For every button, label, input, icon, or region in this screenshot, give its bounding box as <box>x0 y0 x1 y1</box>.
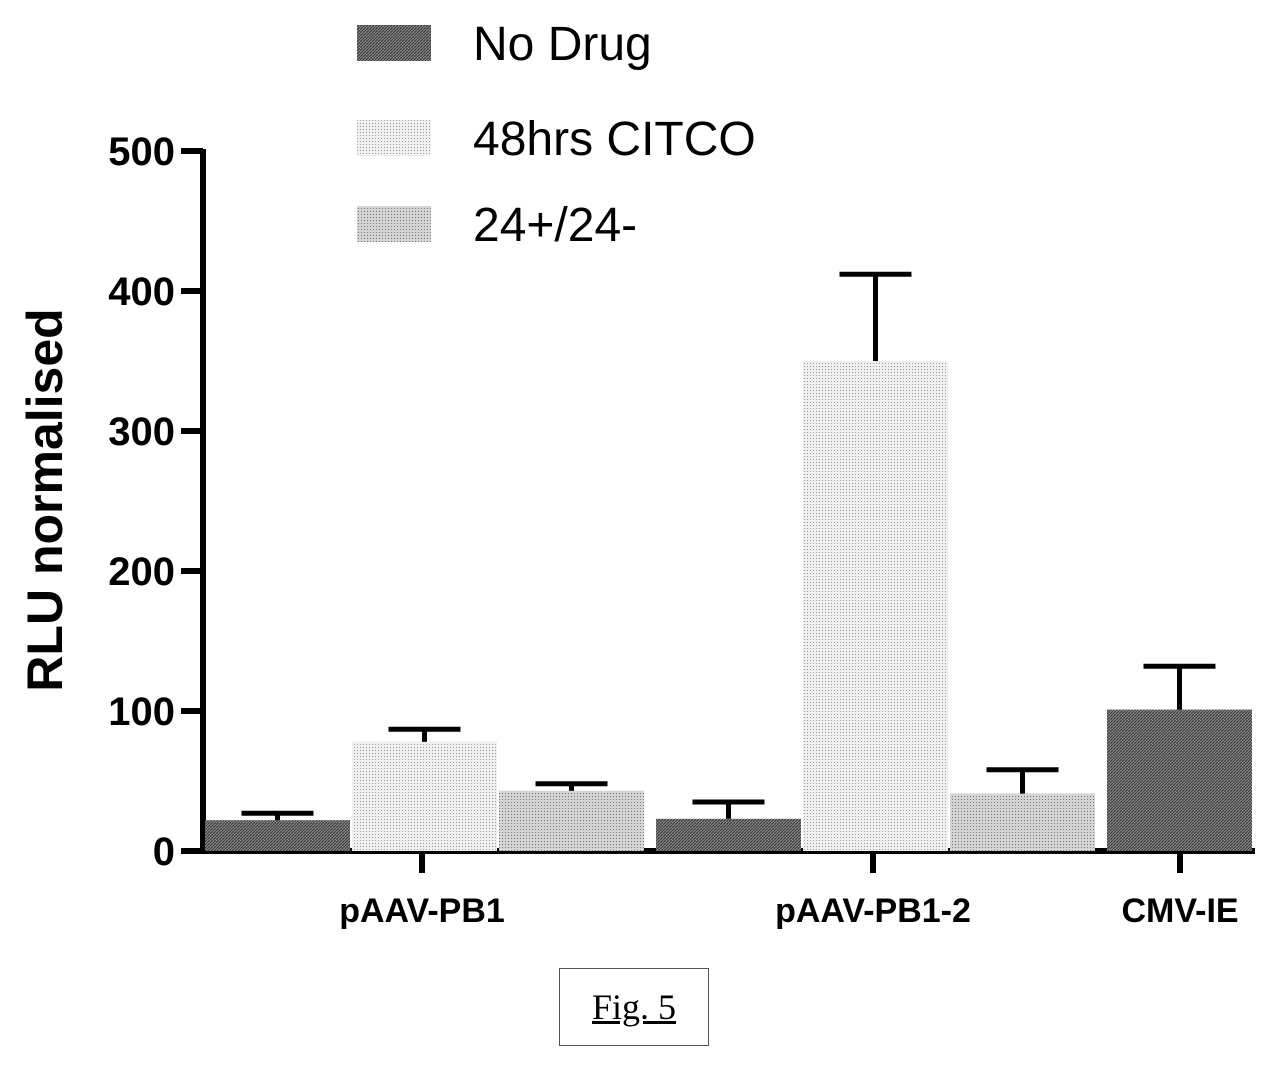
y-tick-label: 500 <box>108 130 175 174</box>
bar-no-drug-paav-pb1-2 <box>656 818 801 851</box>
legend-swatch <box>357 120 431 156</box>
y-axis-label: RLU normalised <box>17 308 73 691</box>
legend-label: 48hrs CITCO <box>473 113 756 166</box>
y-tick-label: 300 <box>108 410 175 454</box>
legend-label: No Drug <box>473 18 652 71</box>
y-tick-label: 0 <box>153 830 175 874</box>
bar-24-24--paav-pb1-2 <box>950 793 1095 851</box>
bar-48hrs-citco-paav-pb1-2 <box>803 361 948 851</box>
x-tick-label: pAAV-PB1 <box>339 892 505 930</box>
error-bars <box>241 271 1216 821</box>
legend-swatch <box>357 25 431 61</box>
figure-caption: Fig. 5 <box>559 968 709 1046</box>
y-tick-label: 200 <box>108 550 175 594</box>
legend-label: 24+/24- <box>473 199 637 252</box>
legend-swatch <box>357 206 431 242</box>
category-labels: pAAV-PB1 pAAV-PB1-2 CMV-IE <box>339 892 1238 930</box>
x-tick-label: pAAV-PB1-2 <box>775 892 971 930</box>
bars <box>205 361 1252 851</box>
y-tick-label: 400 <box>108 270 175 314</box>
legend: No Drug 48hrs CITCO 24+/24- <box>357 18 756 252</box>
bar-48hrs-citco-paav-pb1 <box>352 741 497 851</box>
bar-no-drug-cmv-ie <box>1107 709 1252 851</box>
axes: 0 100 200 300 400 500 <box>108 130 1255 874</box>
x-tick-label: CMV-IE <box>1121 892 1238 930</box>
bar-no-drug-paav-pb1 <box>205 820 350 851</box>
bar-24-24--paav-pb1 <box>499 790 644 851</box>
y-tick-label: 100 <box>108 690 175 734</box>
